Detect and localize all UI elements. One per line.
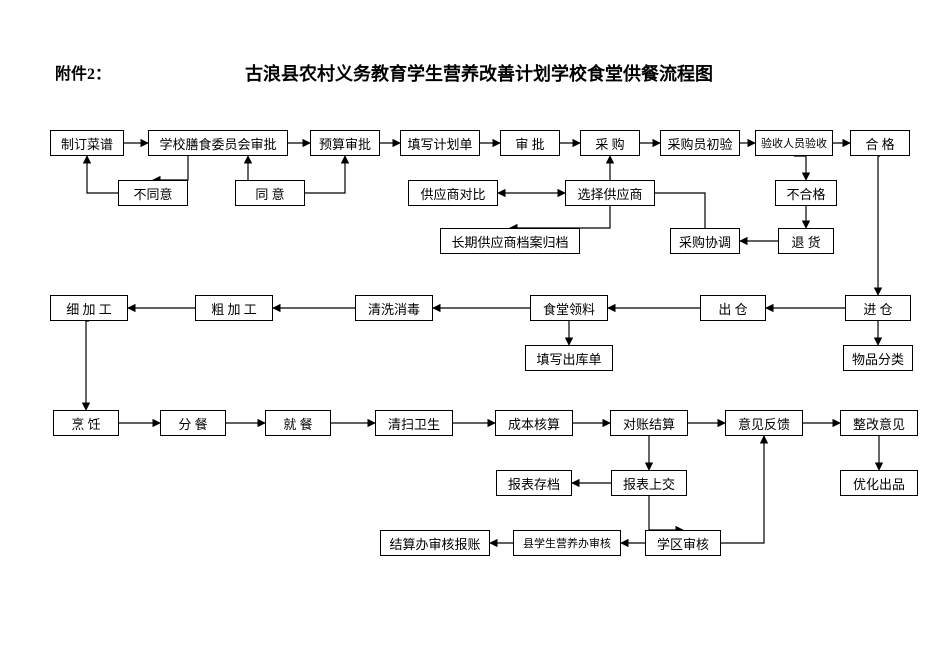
node-supplierpick: 选择供应商 bbox=[565, 180, 655, 206]
node-settleaudit: 结算办审核报账 bbox=[380, 530, 490, 556]
node-eat: 就 餐 bbox=[265, 410, 331, 436]
node-districtaud: 学区审核 bbox=[645, 530, 721, 556]
node-purchcoord: 采购协调 bbox=[670, 228, 740, 254]
node-reconcile: 对账结算 bbox=[610, 410, 688, 436]
node-wash: 清洗消毒 bbox=[355, 295, 433, 321]
node-fillplan: 填写计划单 bbox=[400, 130, 480, 156]
node-fine: 细 加 工 bbox=[50, 295, 128, 321]
node-rectify: 整改意见 bbox=[840, 410, 918, 436]
node-reportup: 报表上交 bbox=[611, 470, 687, 496]
node-cook: 烹 饪 bbox=[53, 410, 119, 436]
flowchart-canvas: { "page": { "width": 945, "height": 668,… bbox=[0, 0, 945, 668]
attachment-label: 附件2： bbox=[55, 60, 111, 84]
node-instock: 进 仓 bbox=[845, 295, 911, 321]
node-coarse: 粗 加 工 bbox=[195, 295, 273, 321]
node-notok: 不合格 bbox=[775, 180, 837, 206]
node-return: 退 货 bbox=[778, 228, 834, 254]
node-budget: 预算审批 bbox=[310, 130, 380, 156]
node-clean: 清扫卫生 bbox=[375, 410, 453, 436]
node-acceptcheck: 验收人员验收 bbox=[755, 130, 833, 156]
page-title: 古浪县农村义务教育学生营养改善计划学校食堂供餐流程图 bbox=[245, 60, 713, 86]
node-optimize: 优化出品 bbox=[840, 470, 918, 496]
node-divide: 分 餐 bbox=[160, 410, 226, 436]
node-itemsort: 物品分类 bbox=[843, 345, 913, 371]
node-ok: 合 格 bbox=[850, 130, 910, 156]
node-approve: 审 批 bbox=[500, 130, 560, 156]
node-costcalc: 成本核算 bbox=[495, 410, 573, 436]
node-supplierfile: 长期供应商档案归档 bbox=[440, 228, 580, 254]
node-filloutb: 填写出库单 bbox=[525, 345, 613, 371]
node-committee: 学校膳食委员会审批 bbox=[148, 130, 288, 156]
node-outstock: 出 仓 bbox=[700, 295, 766, 321]
node-reportfile: 报表存档 bbox=[496, 470, 572, 496]
node-canteentake: 食堂领料 bbox=[530, 295, 608, 321]
node-purchase: 采 购 bbox=[580, 130, 640, 156]
edges-layer bbox=[0, 0, 945, 668]
node-buyercheck: 采购员初验 bbox=[660, 130, 740, 156]
node-disagree: 不同意 bbox=[118, 180, 188, 206]
node-nutriaudit: 县学生营养办审核 bbox=[513, 530, 621, 556]
node-agree: 同 意 bbox=[235, 180, 305, 206]
node-feedback: 意见反馈 bbox=[725, 410, 803, 436]
node-menu: 制订菜谱 bbox=[50, 130, 124, 156]
node-suppliercmp: 供应商对比 bbox=[408, 180, 498, 206]
